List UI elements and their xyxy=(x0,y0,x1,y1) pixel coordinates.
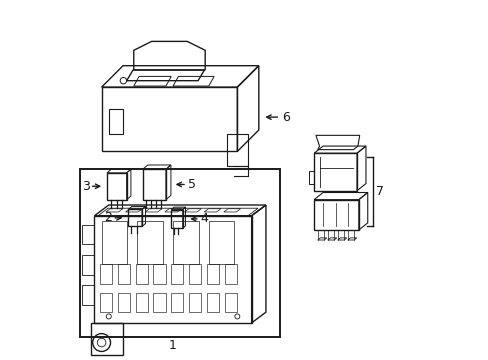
Text: 7: 7 xyxy=(375,185,383,198)
Polygon shape xyxy=(237,66,258,152)
Text: 5: 5 xyxy=(187,178,195,191)
Text: 4: 4 xyxy=(200,212,208,225)
Text: 3: 3 xyxy=(81,180,89,193)
Polygon shape xyxy=(102,130,258,152)
Polygon shape xyxy=(102,66,258,87)
Polygon shape xyxy=(94,216,251,323)
Text: 2: 2 xyxy=(103,211,111,224)
Text: 1: 1 xyxy=(169,338,177,351)
Text: 6: 6 xyxy=(281,111,289,123)
